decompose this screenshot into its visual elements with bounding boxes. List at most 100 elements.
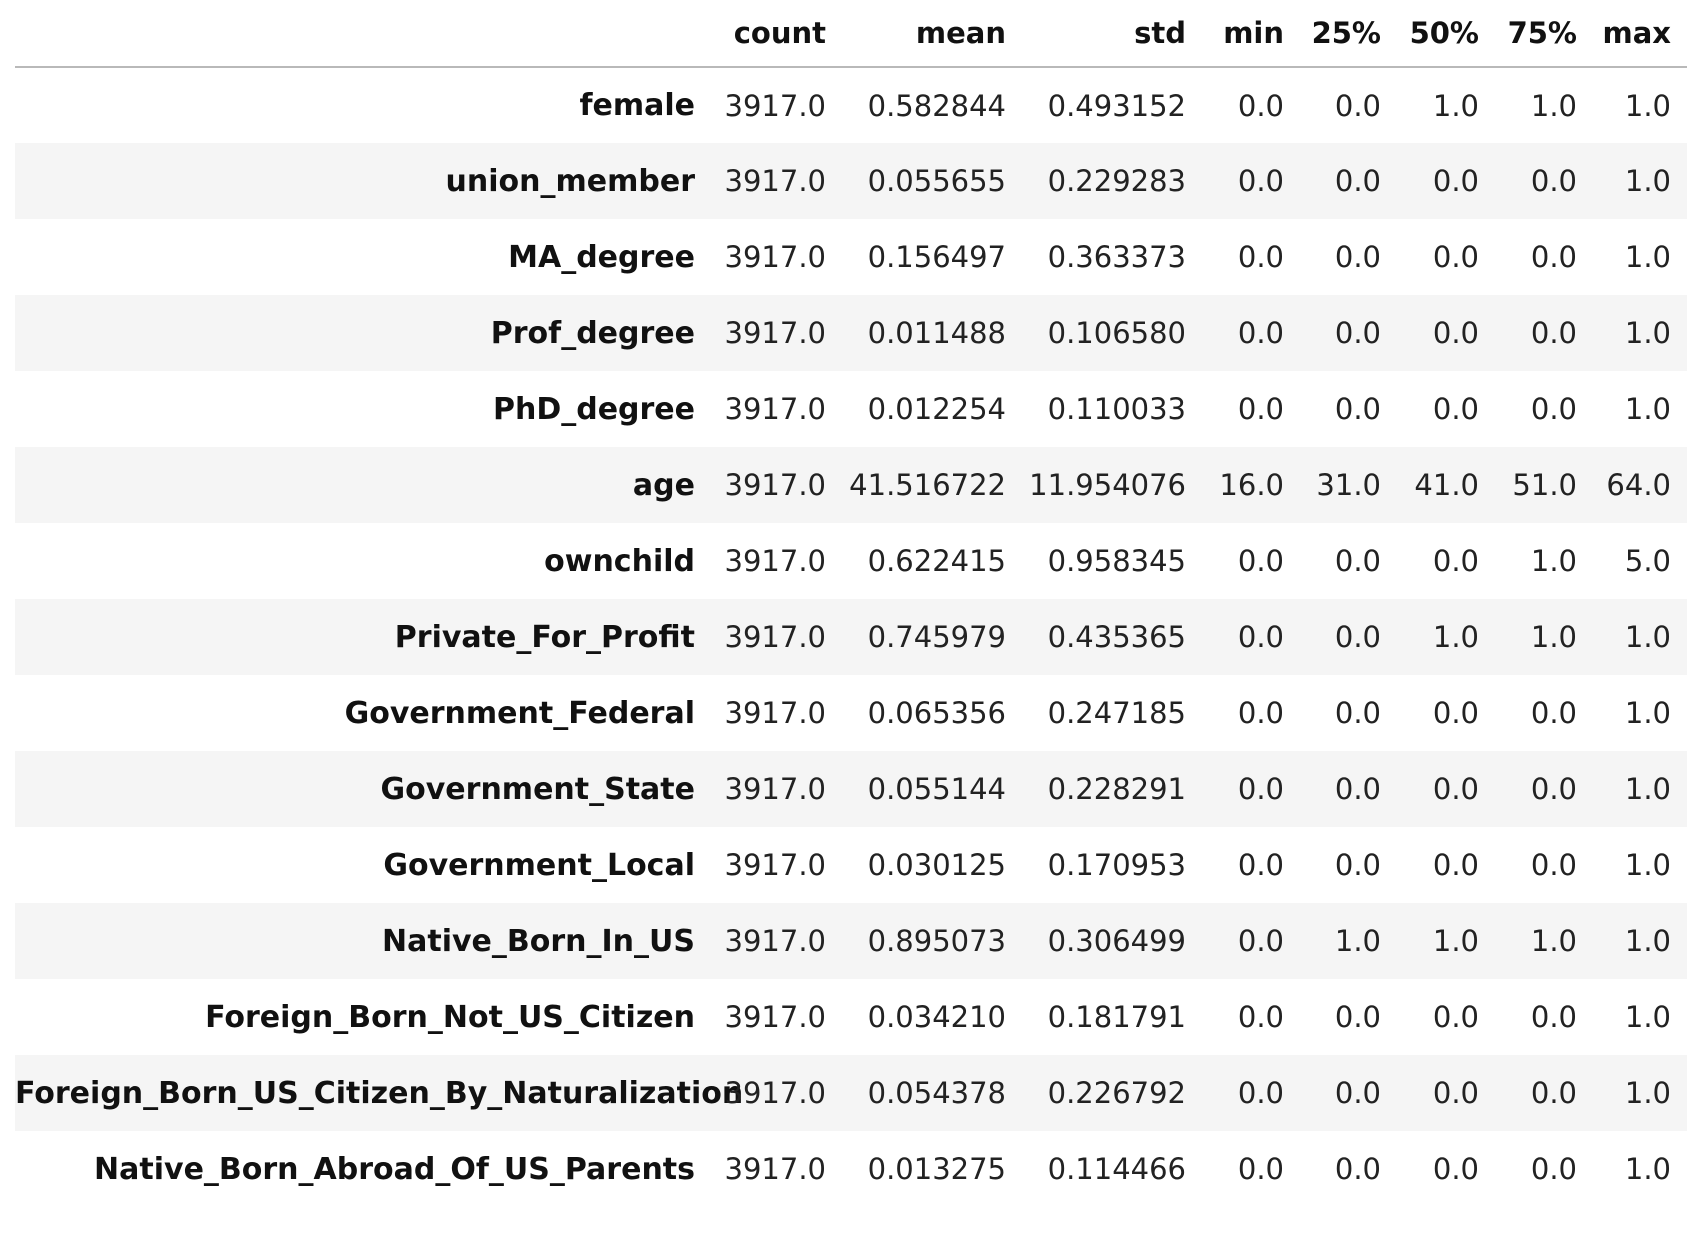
header-50pct: 50% (1409, 16, 1479, 50)
cell-max: 1.0 (1624, 772, 1671, 806)
cell-max: 1.0 (1624, 1152, 1671, 1186)
cell-count: 3917.0 (724, 164, 826, 198)
cell-std: 0.170953 (1047, 848, 1186, 882)
header-count: count (733, 16, 826, 50)
cell-75pct: 0.0 (1530, 240, 1577, 274)
cell-25pct: 0.0 (1334, 848, 1381, 882)
cell-75pct: 0.0 (1530, 392, 1577, 426)
cell-std: 0.306499 (1047, 924, 1186, 958)
cell-25pct: 0.0 (1334, 1152, 1381, 1186)
cell-min: 0.0 (1237, 240, 1284, 274)
cell-min: 0.0 (1237, 924, 1284, 958)
cell-75pct: 0.0 (1530, 772, 1577, 806)
cell-50pct: 0.0 (1432, 696, 1479, 730)
cell-mean: 0.013275 (867, 1152, 1006, 1186)
cell-50pct: 41.0 (1414, 468, 1479, 502)
cell-25pct: 0.0 (1334, 164, 1381, 198)
cell-count: 3917.0 (724, 316, 826, 350)
cell-25pct: 1.0 (1334, 924, 1381, 958)
cell-mean: 0.622415 (867, 544, 1006, 578)
cell-max: 1.0 (1624, 924, 1671, 958)
row-label: Foreign_Born_Not_US_Citizen (205, 999, 695, 1035)
table-row: union_member 3917.0 0.055655 0.229283 0.0 0.0… (15, 143, 1687, 219)
cell-50pct: 0.0 (1432, 164, 1479, 198)
cell-50pct: 0.0 (1432, 1152, 1479, 1186)
cell-50pct: 0.0 (1432, 848, 1479, 882)
cell-std: 0.435365 (1047, 620, 1186, 654)
row-label: Government_Federal (344, 695, 695, 731)
header-25pct: 25% (1311, 16, 1381, 50)
cell-75pct: 0.0 (1530, 696, 1577, 730)
cell-25pct: 0.0 (1334, 240, 1381, 274)
cell-mean: 0.055655 (867, 164, 1006, 198)
cell-25pct: 0.0 (1334, 696, 1381, 730)
table-row: Foreign_Born_US_Citizen_By_Naturalizatio… (15, 1055, 1687, 1131)
cell-50pct: 1.0 (1432, 620, 1479, 654)
cell-mean: 0.065356 (867, 696, 1006, 730)
dataframe-output: count mean std min 25% 50% 75% max femal… (15, 0, 1687, 1207)
table-row: Government_Local 3917.0 0.030125 0.170953 0.… (15, 827, 1687, 903)
table-row: PhD_degree 3917.0 0.012254 0.110033 0.0 0.0 0.… (15, 371, 1687, 447)
cell-min: 0.0 (1237, 696, 1284, 730)
cell-count: 3917.0 (724, 848, 826, 882)
table-row: female 3917.0 0.582844 0.493152 0.0 0.0 1.0 1.0… (15, 67, 1687, 143)
cell-count: 3917.0 (724, 924, 826, 958)
cell-75pct: 0.0 (1530, 1076, 1577, 1110)
cell-min: 16.0 (1219, 468, 1284, 502)
row-label: PhD_degree (492, 391, 695, 427)
cell-count: 3917.0 (724, 620, 826, 654)
cell-max: 1.0 (1624, 164, 1671, 198)
cell-min: 0.0 (1237, 848, 1284, 882)
cell-max: 1.0 (1624, 392, 1671, 426)
cell-min: 0.0 (1237, 544, 1284, 578)
cell-std: 0.247185 (1047, 696, 1186, 730)
cell-min: 0.0 (1237, 392, 1284, 426)
cell-std: 0.226792 (1047, 1076, 1186, 1110)
row-label: Private_For_Profit (394, 619, 695, 655)
cell-mean: 0.156497 (867, 240, 1006, 274)
cell-max: 1.0 (1624, 316, 1671, 350)
table-row: ownchild 3917.0 0.622415 0.958345 0.0 0.0 0.0 1… (15, 523, 1687, 599)
header-mean: mean (915, 16, 1006, 50)
cell-75pct: 0.0 (1530, 1152, 1577, 1186)
cell-mean: 0.034210 (867, 1000, 1006, 1034)
cell-50pct: 1.0 (1432, 924, 1479, 958)
cell-count: 3917.0 (724, 88, 826, 123)
table-row: Prof_degree 3917.0 0.011488 0.106580 0.0 0.0 0… (15, 295, 1687, 371)
cell-count: 3917.0 (724, 1076, 826, 1110)
cell-max: 1.0 (1624, 620, 1671, 654)
cell-25pct: 31.0 (1316, 468, 1381, 502)
cell-min: 0.0 (1237, 1076, 1284, 1110)
cell-25pct: 0.0 (1334, 392, 1381, 426)
cell-count: 3917.0 (724, 696, 826, 730)
cell-mean: 0.582844 (867, 88, 1006, 123)
table-row: Government_Federal 3917.0 0.065356 0.247185… (15, 675, 1687, 751)
cell-count: 3917.0 (724, 468, 826, 502)
cell-75pct: 0.0 (1530, 164, 1577, 198)
row-label: Government_Local (383, 847, 695, 883)
cell-mean: 0.054378 (867, 1076, 1006, 1110)
cell-max: 1.0 (1624, 1000, 1671, 1034)
cell-max: 1.0 (1624, 88, 1671, 123)
cell-std: 0.110033 (1047, 392, 1186, 426)
cell-50pct: 0.0 (1432, 544, 1479, 578)
cell-count: 3917.0 (724, 772, 826, 806)
cell-std: 0.958345 (1047, 544, 1186, 578)
table-row: Native_Born_Abroad_Of_US_Parents 3917.0 0.… (15, 1131, 1687, 1207)
row-label: Prof_degree (490, 315, 695, 351)
cell-max: 64.0 (1606, 468, 1671, 502)
cell-75pct: 0.0 (1530, 848, 1577, 882)
cell-25pct: 0.0 (1334, 316, 1381, 350)
cell-count: 3917.0 (724, 544, 826, 578)
cell-mean: 0.030125 (867, 848, 1006, 882)
table-header: count mean std min 25% 50% 75% max (15, 0, 1687, 67)
row-label: age (632, 467, 695, 503)
cell-75pct: 0.0 (1530, 1000, 1577, 1034)
cell-std: 0.229283 (1047, 164, 1186, 198)
row-label: female (579, 88, 695, 123)
cell-std: 0.363373 (1047, 240, 1186, 274)
cell-mean: 41.516722 (849, 468, 1006, 502)
cell-mean: 0.745979 (867, 620, 1006, 654)
cell-mean: 0.055144 (867, 772, 1006, 806)
header-index-cell (15, 0, 711, 67)
